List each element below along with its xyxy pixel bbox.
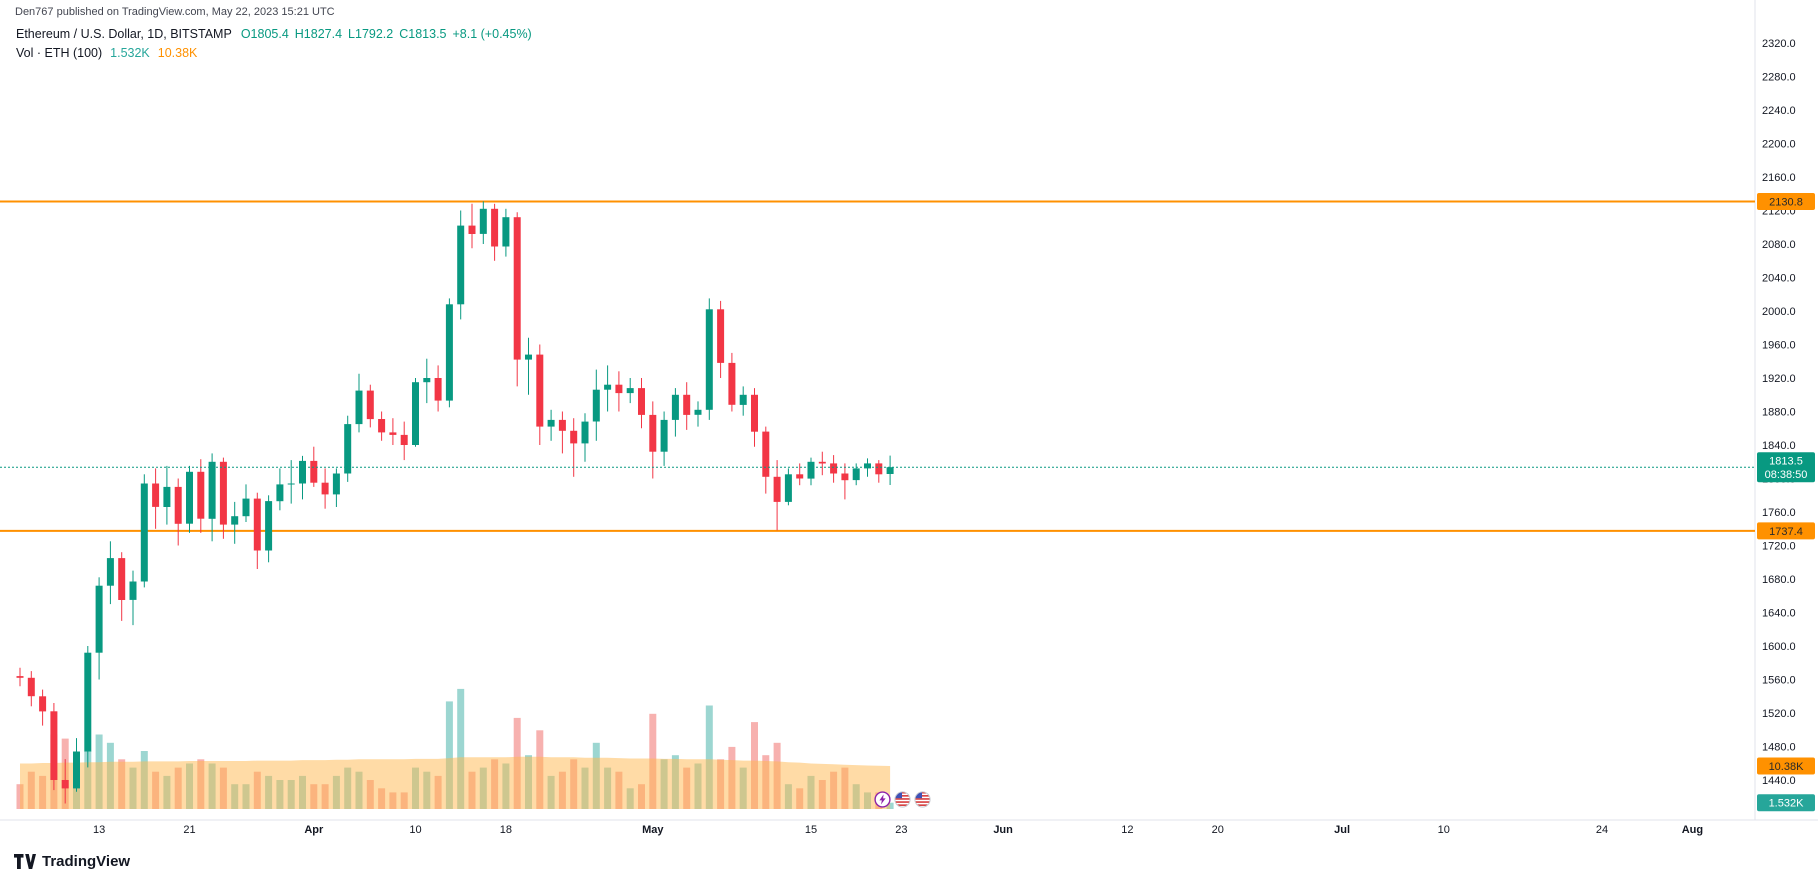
event-marker-lightning[interactable] [874,791,891,808]
volume-indicator-label: Vol · ETH (100) [16,46,103,60]
svg-text:1680.0: 1680.0 [1762,574,1796,586]
svg-text:10: 10 [409,824,421,836]
volume-current-value: 1.532K [110,46,150,60]
svg-text:1480.0: 1480.0 [1762,742,1796,754]
price-axis-labels: 2320.02280.02240.02200.02160.02120.02080… [1762,38,1796,787]
svg-text:1520.0: 1520.0 [1762,708,1796,720]
symbol-row: Ethereum / U.S. Dollar, 1D, BITSTAMP O180… [16,25,538,44]
symbol-title: Ethereum / U.S. Dollar, 1D, BITSTAMP [16,27,232,41]
ohlc-close: C1813.5 [399,27,447,41]
time-axis-labels: 13 21 Apr 10 18 May 15 23 Jun 12 20 Jul 10 24 Aug [93,824,1703,836]
svg-text:1840.0: 1840.0 [1762,440,1796,452]
svg-text:2080.0: 2080.0 [1762,239,1796,251]
chart-legend: Ethereum / U.S. Dollar, 1D, BITSTAMP O180… [16,25,538,63]
event-marker-us-flag[interactable] [894,791,911,808]
horizontal-price-lines[interactable] [0,200,1755,532]
svg-text:2000.0: 2000.0 [1762,306,1796,318]
volume-ma-value: 10.38K [157,46,198,60]
svg-text:2160.0: 2160.0 [1762,172,1796,184]
svg-text:1960.0: 1960.0 [1762,340,1796,352]
svg-text:2240.0: 2240.0 [1762,105,1796,117]
line-price-badge: 2130.8 [1757,193,1815,210]
svg-text:2130.8: 2130.8 [1769,197,1803,209]
svg-text:10.38K: 10.38K [1769,761,1805,773]
volume-current-badge: 1.532K [1757,794,1815,812]
svg-text:18: 18 [500,824,512,836]
svg-text:Apr: Apr [304,824,324,836]
line-price-badge: 1737.4 [1757,522,1815,540]
svg-text:23: 23 [895,824,907,836]
svg-text:2280.0: 2280.0 [1762,72,1796,84]
svg-text:1600.0: 1600.0 [1762,641,1796,653]
event-markers [874,791,931,808]
svg-text:12: 12 [1121,824,1133,836]
svg-text:1560.0: 1560.0 [1762,675,1796,687]
svg-text:24: 24 [1596,824,1608,836]
svg-text:1737.4: 1737.4 [1769,526,1803,538]
svg-text:1640.0: 1640.0 [1762,608,1796,620]
svg-text:10: 10 [1438,824,1450,836]
svg-text:21: 21 [183,824,195,836]
svg-text:2040.0: 2040.0 [1762,273,1796,285]
svg-text:1920.0: 1920.0 [1762,373,1796,385]
svg-text:1760.0: 1760.0 [1762,507,1796,519]
ohlc-low: L1792.2 [348,27,394,41]
event-marker-us-flag[interactable] [914,791,931,808]
volume-ma-badge: 10.38K [1757,757,1815,775]
volume-indicator-row: Vol · ETH (100) 1.532K 10.38K [16,44,538,63]
svg-text:2200.0: 2200.0 [1762,139,1796,151]
ohlc-high: H1827.4 [294,27,343,41]
svg-text:20: 20 [1212,824,1224,836]
svg-text:Jul: Jul [1334,824,1350,836]
svg-text:1440.0: 1440.0 [1762,775,1796,787]
svg-text:15: 15 [805,824,817,836]
svg-text:1720.0: 1720.0 [1762,541,1796,553]
candlesticks [16,201,894,804]
tradingview-logo-icon [14,853,36,870]
volume-ma-area [20,756,891,809]
attribution-text: Den767 published on TradingView.com, May… [15,6,335,18]
ohlc-open: O1805.4 [240,27,289,41]
svg-text:08:38:50: 08:38:50 [1765,469,1808,481]
svg-text:13: 13 [93,824,105,836]
svg-text:1813.5: 1813.5 [1769,456,1803,468]
axis-borders [0,0,1818,821]
svg-text:Aug: Aug [1682,824,1703,836]
last-price-badge: 1813.508:38:50 [1757,452,1815,483]
tradingview-logo[interactable]: TradingView [14,853,130,870]
price-change: +8.1 (+0.45%) [452,27,532,41]
svg-text:May: May [642,824,664,836]
tradingview-logo-text: TradingView [42,853,131,870]
svg-text:Jun: Jun [993,824,1013,836]
svg-text:1.532K: 1.532K [1769,798,1805,810]
svg-text:2320.0: 2320.0 [1762,38,1796,50]
svg-text:1880.0: 1880.0 [1762,407,1796,419]
